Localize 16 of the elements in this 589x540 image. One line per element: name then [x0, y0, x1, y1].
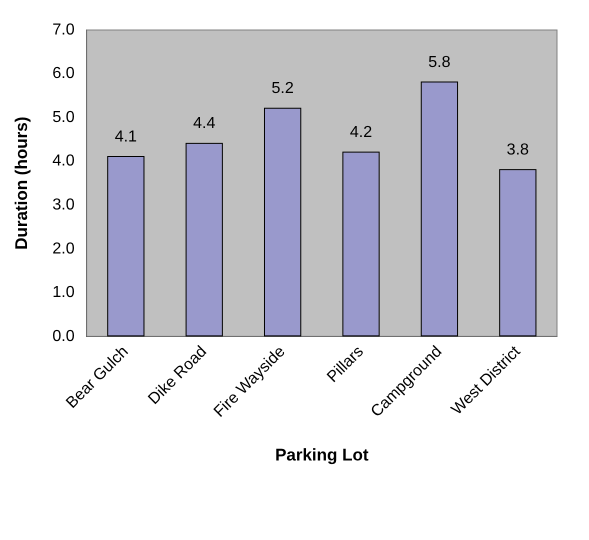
- x-axis-title: Parking Lot: [275, 445, 369, 464]
- data-label: 4.2: [350, 124, 372, 141]
- y-tick-label: 6.0: [52, 65, 75, 82]
- data-label: 4.4: [193, 115, 216, 132]
- data-label: 5.8: [428, 54, 451, 71]
- data-label: 5.2: [272, 80, 294, 98]
- y-tick-label: 3.0: [52, 196, 75, 214]
- y-tick-label: 2.0: [52, 240, 75, 258]
- data-label: 4.1: [114, 128, 138, 146]
- data-label: 3.8: [506, 141, 530, 158]
- y-tick-label: 7.0: [52, 21, 75, 38]
- y-tick-label: 4.0: [52, 152, 75, 170]
- y-tick-label: 5.0: [52, 108, 75, 126]
- y-tick-label: 0.0: [52, 328, 75, 345]
- y-axis-title: Duration (hours): [12, 116, 31, 250]
- y-tick-label: 1.0: [52, 284, 75, 302]
